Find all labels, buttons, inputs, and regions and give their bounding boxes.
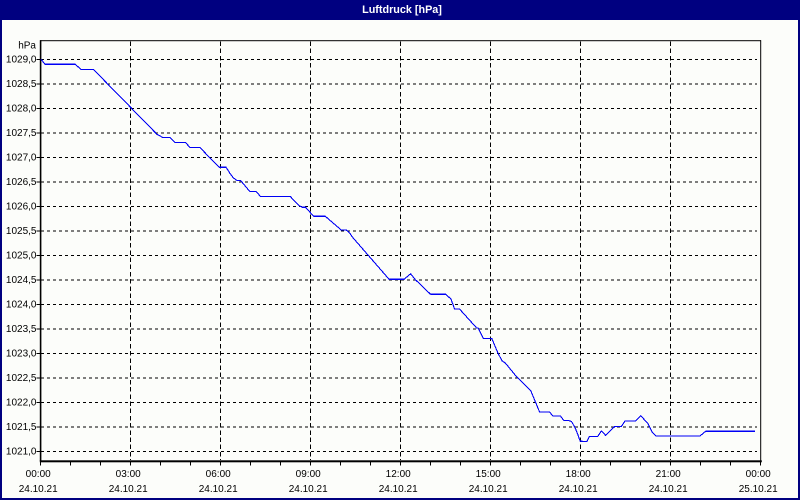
svg-text:1021,0: 1021,0 bbox=[6, 447, 37, 458]
svg-text:12:00: 12:00 bbox=[386, 469, 411, 480]
svg-text:03:00: 03:00 bbox=[116, 469, 141, 480]
svg-text:1027,0: 1027,0 bbox=[6, 153, 37, 164]
svg-text:1025,0: 1025,0 bbox=[6, 251, 37, 262]
svg-text:06:00: 06:00 bbox=[206, 469, 231, 480]
svg-text:09:00: 09:00 bbox=[296, 469, 321, 480]
svg-text:1027,5: 1027,5 bbox=[6, 128, 37, 139]
svg-text:00:00: 00:00 bbox=[26, 469, 51, 480]
svg-text:hPa: hPa bbox=[18, 41, 36, 52]
svg-text:24.10.21: 24.10.21 bbox=[19, 484, 58, 495]
svg-text:1026,5: 1026,5 bbox=[6, 177, 37, 188]
svg-text:1023,5: 1023,5 bbox=[6, 324, 37, 335]
svg-text:1023,0: 1023,0 bbox=[6, 349, 37, 360]
svg-text:1026,0: 1026,0 bbox=[6, 202, 37, 213]
svg-text:1024,0: 1024,0 bbox=[6, 300, 37, 311]
svg-text:00:00: 00:00 bbox=[746, 469, 771, 480]
svg-text:15:00: 15:00 bbox=[476, 469, 501, 480]
svg-text:1022,0: 1022,0 bbox=[6, 398, 37, 409]
svg-text:1025,5: 1025,5 bbox=[6, 226, 37, 237]
svg-text:1028,0: 1028,0 bbox=[6, 104, 37, 115]
svg-text:24.10.21: 24.10.21 bbox=[559, 484, 598, 495]
svg-text:24.10.21: 24.10.21 bbox=[469, 484, 508, 495]
svg-text:24.10.21: 24.10.21 bbox=[199, 484, 238, 495]
svg-text:Luftdruck [hPa]: Luftdruck [hPa] bbox=[362, 4, 442, 16]
svg-text:21:00: 21:00 bbox=[656, 469, 681, 480]
svg-text:1022,5: 1022,5 bbox=[6, 373, 37, 384]
svg-text:25.10.21: 25.10.21 bbox=[739, 484, 778, 495]
svg-text:1029,0: 1029,0 bbox=[6, 55, 37, 66]
svg-text:1024,5: 1024,5 bbox=[6, 275, 37, 286]
svg-text:18:00: 18:00 bbox=[566, 469, 591, 480]
svg-text:1021,5: 1021,5 bbox=[6, 422, 37, 433]
svg-text:24.10.21: 24.10.21 bbox=[379, 484, 418, 495]
svg-text:1028,5: 1028,5 bbox=[6, 79, 37, 90]
svg-text:24.10.21: 24.10.21 bbox=[649, 484, 688, 495]
svg-text:24.10.21: 24.10.21 bbox=[289, 484, 328, 495]
svg-text:24.10.21: 24.10.21 bbox=[109, 484, 148, 495]
